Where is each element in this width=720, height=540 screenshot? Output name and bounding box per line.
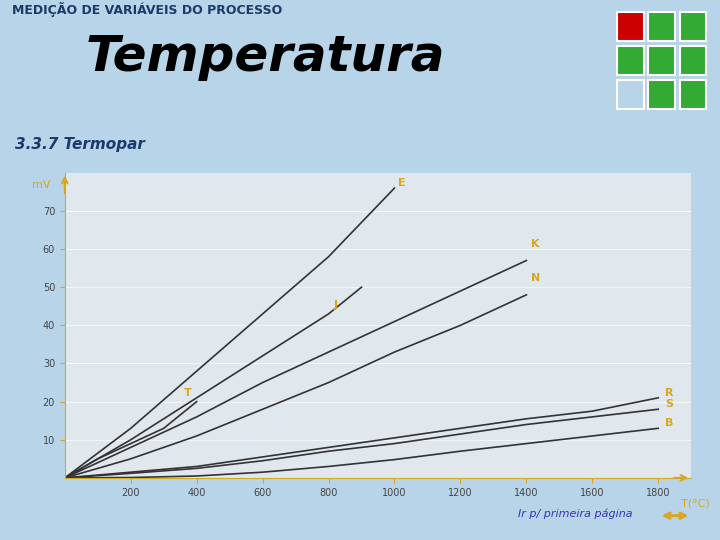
Bar [617, 11, 644, 40]
Text: K: K [531, 239, 540, 249]
Bar [680, 11, 706, 40]
Bar [680, 80, 706, 109]
Text: T(°C): T(°C) [681, 499, 710, 509]
Bar [649, 46, 675, 75]
Text: MEDIÇÃO DE VARIÁVEIS DO PROCESSO: MEDIÇÃO DE VARIÁVEIS DO PROCESSO [12, 2, 282, 17]
Text: J: J [333, 300, 338, 310]
Bar [649, 80, 675, 109]
Bar [649, 11, 675, 40]
Bar [617, 46, 644, 75]
Text: N: N [531, 273, 541, 284]
Text: Ir p/ primeira página: Ir p/ primeira página [518, 508, 633, 518]
Text: E: E [397, 178, 405, 188]
Text: 3.3.7 Termopar: 3.3.7 Termopar [15, 137, 145, 152]
Bar [617, 80, 644, 109]
Text: mV: mV [32, 180, 50, 191]
Text: R: R [665, 388, 673, 398]
Text: S: S [665, 399, 672, 409]
Bar [680, 46, 706, 75]
Text: B: B [665, 418, 673, 428]
Text: T: T [184, 388, 192, 398]
Text: Temperatura: Temperatura [86, 33, 445, 81]
